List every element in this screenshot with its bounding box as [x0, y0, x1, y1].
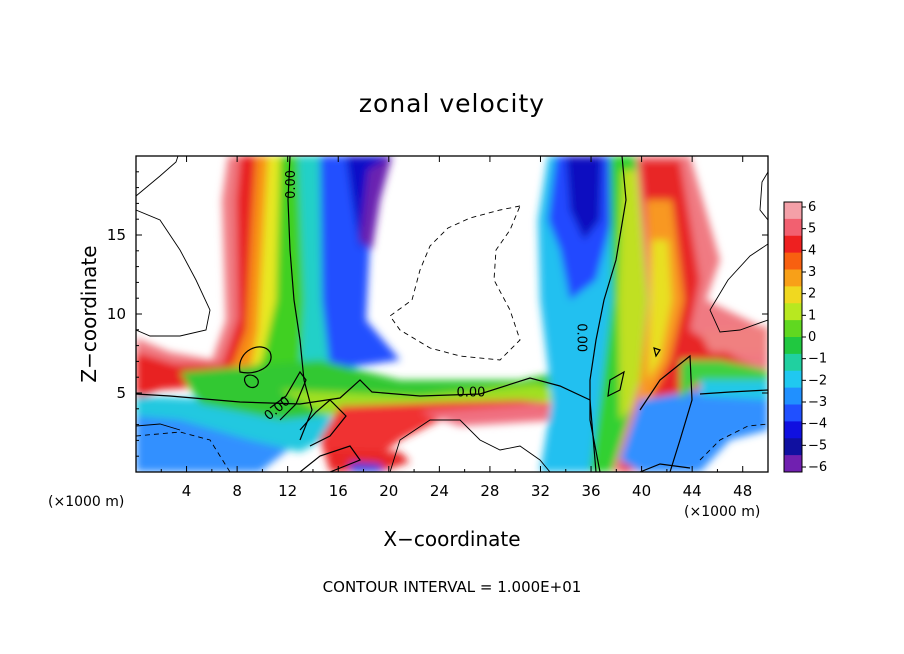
contour-zero-bottom-right [639, 463, 691, 472]
colorbar-label: 3 [808, 265, 816, 280]
colorbar-cell [784, 269, 802, 287]
colorbar-label: 2 [808, 287, 816, 302]
y-tick-label: 5 [116, 384, 126, 402]
colorbar-label: 4 [808, 243, 816, 258]
x-unit-label-left: (×1000 m) [48, 494, 124, 510]
contour-zero-squiggle-3 [607, 370, 625, 398]
x-tick-label: 8 [232, 482, 242, 500]
x-tick-label: 48 [733, 482, 752, 500]
colorbar-label: −4 [808, 417, 827, 432]
x-axis: 4 8 12 16 20 24 28 32 36 40 44 48 [160, 156, 752, 500]
colorbar-label: −2 [808, 373, 827, 388]
colorbar-cell [784, 218, 802, 237]
x-tick-label: 4 [182, 482, 192, 500]
contour-dashed-bottom-left [136, 431, 231, 472]
field-left-column-blue [320, 156, 400, 370]
colorbar-cell [784, 455, 802, 473]
contour-zero-right-edge [699, 389, 768, 395]
zero-contours [136, 156, 768, 472]
contour-zero-squiggle-1 [269, 370, 307, 421]
contour-bottom-middle [389, 419, 551, 472]
chart-title: zonal velocity [359, 89, 545, 118]
colorbar-cell [784, 421, 802, 439]
velocity-field: 0.000.000.000.00 [136, 156, 768, 472]
x-tick-label: 24 [430, 482, 449, 500]
outer-contours [136, 156, 768, 472]
y-axis: 5 10 15 [107, 171, 768, 457]
x-unit-label-right: (×1000 m) [684, 504, 760, 520]
field-left-column-violet [360, 156, 392, 250]
colorbar-label: 1 [808, 308, 816, 323]
field-lower-band-pink [420, 404, 560, 426]
contour-bottom-left-small [136, 423, 181, 431]
contour-label: 0.00 [284, 170, 299, 199]
contour-zero-loop-left [239, 346, 272, 374]
field-right-lower-green [680, 360, 768, 400]
x-tick-label: 44 [683, 482, 702, 500]
x-tick-label: 28 [480, 482, 499, 500]
contour-dashed-center [389, 205, 521, 361]
colorbar-cell [784, 404, 802, 422]
colorbar-cell [784, 303, 802, 321]
contour-zero-right-branch [639, 354, 693, 472]
contour-zero-right-column [589, 156, 627, 472]
colorbar-label: 5 [808, 222, 816, 237]
colorbar-label: 6 [808, 200, 816, 215]
colorbar-label: −5 [808, 438, 827, 453]
field-right-upper-pink [700, 326, 768, 352]
x-axis-label: X−coordinate [383, 527, 520, 551]
colorbar-label: −6 [808, 460, 827, 475]
colorbar-label: −1 [808, 352, 827, 367]
x-tick-label: 20 [379, 482, 398, 500]
field-right-lower-blue [620, 390, 768, 472]
x-tick-label: 12 [278, 482, 297, 500]
x-tick-label: 36 [581, 482, 600, 500]
colorbar-labels: 6 5 4 3 2 1 0 −1 −2 −3 −4 −5 −6 [802, 200, 827, 475]
colorbar: 6 5 4 3 2 1 0 −1 −2 −3 −4 −5 −6 [783, 200, 827, 475]
contour-right-top [759, 171, 768, 221]
x-tick-label: 16 [329, 482, 348, 500]
x-tick-label: 40 [632, 482, 651, 500]
contour-zero-squiggle-2 [299, 399, 347, 447]
contour-label: 0.00 [573, 323, 588, 352]
colorbar-cell [784, 370, 802, 389]
colorbar-label: 0 [808, 330, 816, 345]
colorbar-label: −3 [808, 395, 827, 410]
colorbar-cell [784, 353, 802, 372]
contour-label: 0.00 [456, 386, 485, 401]
y-tick-label: 10 [107, 305, 126, 323]
y-axis-label: Z−coordinate [77, 245, 101, 382]
contour-zero-band [136, 377, 597, 472]
contour-zero-bottom-left [299, 445, 361, 472]
contour-zero-loop-small [244, 374, 259, 389]
colorbar-cell [784, 320, 802, 338]
field-bottom-blob-blue [350, 462, 384, 472]
colorbar-cell [784, 202, 802, 220]
colorbar-cell [784, 337, 802, 355]
contour-right-middle [709, 243, 768, 333]
contour-zero-dot [653, 347, 661, 358]
field-right-plume-yellow [648, 240, 672, 380]
dashed-contours [136, 205, 768, 472]
y-tick-label: 15 [107, 226, 126, 244]
colorbar-cell [784, 252, 802, 270]
field-right-column-darkblue [566, 156, 602, 240]
colorbar-cell [784, 438, 802, 456]
x-tick-label: 32 [531, 482, 550, 500]
colorbar-cell [784, 235, 802, 254]
colorbar-cell [784, 286, 802, 304]
colorbar-cell [784, 387, 802, 405]
colorbar-cells [784, 202, 802, 473]
contour-zero-left-column [287, 156, 313, 441]
contour-left-middle [136, 209, 211, 337]
contour-interval-text: CONTOUR INTERVAL = 1.000E+01 [323, 578, 582, 596]
field-lower-band-cyan [136, 396, 360, 452]
contour-left-top [136, 156, 179, 197]
plot-area: 0.000.000.000.00 [135, 155, 769, 473]
